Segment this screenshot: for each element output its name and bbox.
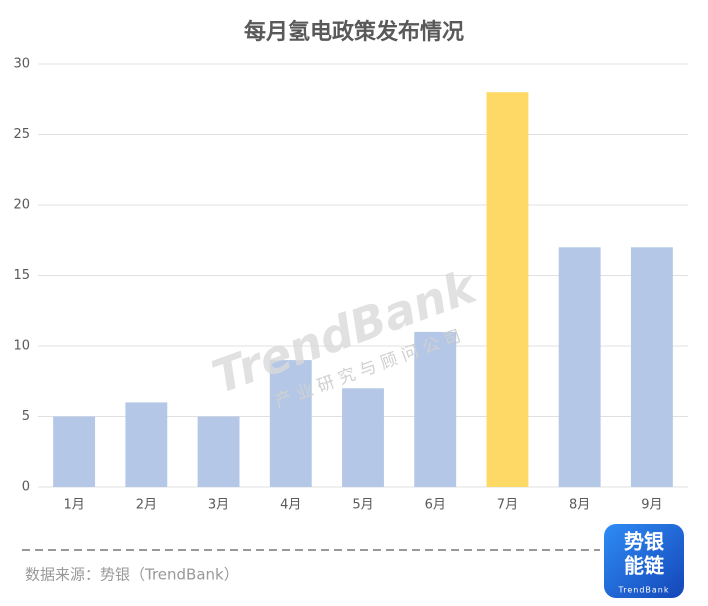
bar [342, 388, 384, 487]
x-tick-label: 1月 [63, 498, 84, 513]
x-tick-label: 7月 [497, 498, 518, 513]
bar [630, 247, 673, 487]
x-tick-label: 6月 [425, 498, 446, 513]
x-tick-label: 2月 [136, 498, 157, 513]
bar [125, 402, 168, 487]
y-tick-label: 10 [13, 339, 30, 354]
y-tick-label: 15 [13, 268, 30, 283]
x-tick-label: 3月 [208, 498, 229, 513]
bar [53, 416, 96, 487]
y-tick-label: 0 [22, 480, 30, 495]
x-tick-label: 8月 [569, 498, 590, 513]
bar [414, 331, 457, 487]
y-tick-label: 5 [22, 409, 30, 424]
x-tick-label: 4月 [280, 498, 301, 513]
bar [558, 247, 601, 487]
logo-text: 势银 [624, 530, 665, 554]
x-tick-label: 9月 [641, 498, 662, 513]
bar [197, 416, 240, 487]
logo-text: 能链 [624, 554, 665, 578]
x-tick-label: 5月 [352, 498, 373, 513]
source-note: 数据来源：势银（TrendBank） [25, 566, 239, 584]
logo [604, 524, 684, 598]
chart-title: 每月氢电政策发布情况 [244, 19, 464, 45]
y-tick-label: 30 [13, 57, 30, 72]
bar [486, 92, 529, 487]
logo-text: TrendBank [618, 586, 670, 595]
y-tick-label: 20 [13, 198, 30, 213]
y-tick-label: 25 [13, 127, 30, 142]
bar [269, 360, 312, 487]
